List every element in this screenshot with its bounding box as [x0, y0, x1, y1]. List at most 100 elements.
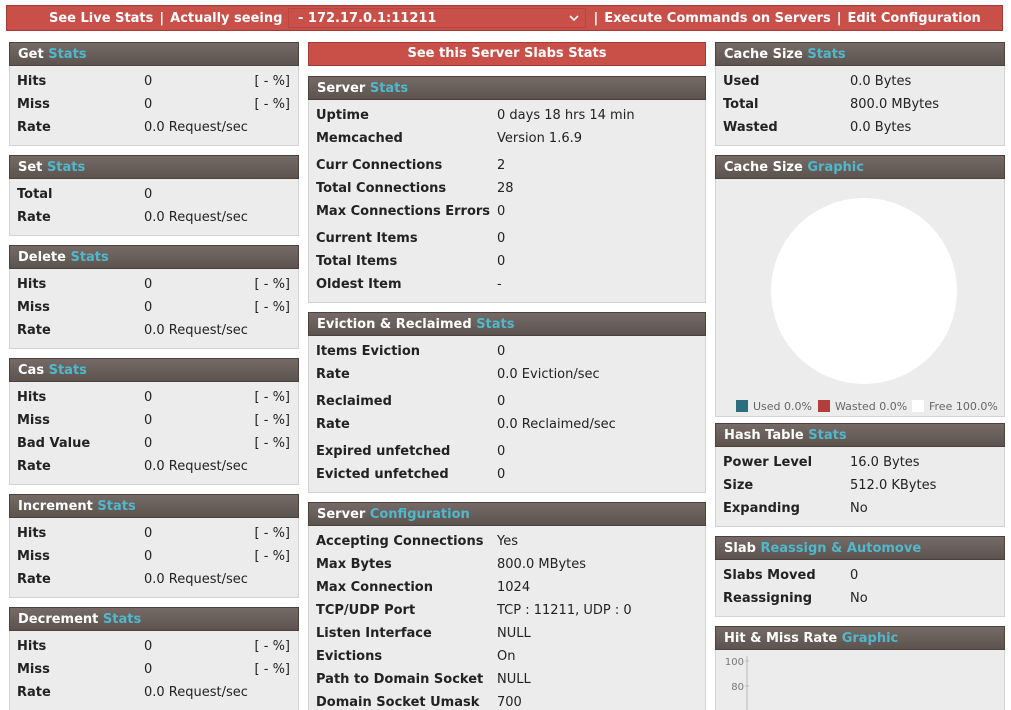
stat-label: Total Items — [316, 254, 398, 269]
stat-value: 0 — [497, 344, 506, 359]
stat-row: Evicted unfetched 0 — [309, 463, 705, 486]
stat-label: Accepting Connections — [316, 534, 484, 549]
panel-header: Server Stats — [308, 76, 706, 100]
stat-row: Used 0.0 Bytes — [716, 70, 1004, 93]
stat-row: Size 512.0 KBytes — [716, 474, 1004, 497]
separator: | — [836, 10, 842, 26]
panel-header: Eviction & Reclaimed Stats — [308, 312, 706, 336]
stat-row: Max Bytes 800.0 MBytes — [309, 553, 705, 576]
stat-value: No — [850, 501, 868, 516]
panel-header: Decrement Stats — [9, 607, 299, 631]
stat-label: Items Eviction — [316, 344, 421, 359]
stat-row: Accepting Connections Yes — [309, 530, 705, 553]
stat-row: Total Connections 28 — [309, 177, 705, 200]
panel-header: Hit & Miss Rate Graphic — [715, 626, 1005, 650]
left-column: Get Stats Hits 0[ - %] Miss 0[ - %] Rate 0.0 R… — [9, 42, 299, 710]
stat-value: 0 — [497, 394, 506, 409]
panel: Set Stats Total 0 Rate 0.0 Request/sec — [9, 155, 299, 236]
stat-value: NULL — [497, 672, 531, 687]
panel-body: Used 0.0 Bytes Total 800.0 MBytes Wasted 0.0 … — [715, 66, 1005, 146]
stat-label: Expired unfetched — [316, 444, 451, 459]
stat-value: 16.0 Bytes — [850, 455, 920, 470]
panel-title: Get — [18, 47, 44, 62]
stat-row: Miss 0 [ - %] — [10, 545, 298, 568]
stat-percent: [ - %] — [254, 436, 290, 451]
server-select[interactable]: - 172.17.0.1:11211 — [288, 8, 587, 28]
stat-label: Miss — [17, 662, 50, 677]
chevron — [569, 15, 580, 22]
stat-row: Hits 0 [ - %] — [10, 273, 298, 296]
stat-label: Rate — [17, 323, 51, 338]
stat-label: Hits — [17, 390, 47, 405]
stat-label: Rate — [17, 685, 51, 700]
stat-value: 0 — [144, 549, 153, 564]
stat-row: Wasted 0.0 Bytes — [716, 116, 1004, 139]
stat-value: 1024 — [497, 580, 531, 595]
stat-value: 0 — [144, 526, 153, 541]
stat-label: Used — [723, 74, 760, 89]
panel-title-accent: Stats — [48, 363, 87, 378]
stat-label: Evictions — [316, 649, 383, 664]
panel-title-accent: Graphic — [807, 160, 864, 175]
legend-label: Wasted 0.0% — [835, 400, 907, 413]
panel-title-accent: Stats — [70, 250, 109, 265]
label: Actually seeing — [170, 10, 283, 26]
stat-value: 0 — [144, 97, 153, 112]
stat-row: Items Eviction 0 — [309, 340, 705, 363]
panel-body: Hits 0 [ - %] Miss 0 [ - %] Bad Value 0 [ - %] Ra… — [9, 382, 299, 485]
panel: Decrement Stats Hits 0 [ - %] Miss 0 [ - %] Rat… — [9, 607, 299, 710]
stat-label: Wasted — [723, 120, 778, 135]
stat-label: Hits — [17, 277, 47, 292]
legend-label: Used 0.0% — [753, 400, 812, 413]
stat-value: 0 — [144, 639, 153, 654]
stat-row: Hits 0 [ - %] — [10, 70, 298, 93]
panel-title-accent: Stats — [102, 612, 142, 627]
panel: Increment Stats Hits 0 [ - %] Miss 0 [ - %] Rat… — [9, 494, 299, 598]
stat-row: Curr Connections 2 — [309, 154, 705, 177]
stat-label: Power Level — [723, 455, 813, 470]
panel-body: Hits 0 [ - %] Miss 0 [ - %] Rate 0.0 Request/se… — [9, 66, 299, 146]
stat-row: Total 0 — [10, 183, 298, 206]
stat-value: 0 — [144, 300, 153, 315]
stat-label: Uptime — [316, 108, 369, 123]
stat-label: Size — [723, 478, 754, 493]
slabs-button[interactable]: See this Server Slabs Stats — [308, 42, 706, 66]
stat-row: Expired unfetched 0 — [309, 440, 705, 463]
stat-label: Rate — [17, 572, 51, 587]
panel: Cas Stats Hits 0[ - %] Miss 0[ - %] Bad Value… — [9, 358, 299, 485]
panel-title: Hit & Miss Rate — [724, 631, 838, 646]
stat-value: 0 — [144, 436, 153, 451]
stat-value: 0.0 Request/sec — [144, 685, 248, 700]
panel-title: Server — [317, 81, 366, 96]
panel-title-accent: Stats — [807, 47, 846, 62]
stat-row: Slabs Moved 0 — [716, 564, 1004, 587]
stat-label: Miss — [17, 413, 50, 428]
pie-slice — [771, 198, 957, 384]
stat-value: TCP : 11211, UDP : 0 — [497, 603, 632, 618]
stat-label: Rate — [17, 210, 51, 225]
stat-value: No — [850, 591, 868, 606]
stat-value: 0 — [144, 390, 153, 405]
live-stats-link[interactable]: See Live Stats — [49, 10, 154, 26]
stat-row: Path to Domain Socket NULL — [309, 668, 705, 691]
panel-header: Set Stats — [9, 155, 299, 179]
panel-body: Power Level 16.0 Bytes Size 512.0 KBytes Exp… — [715, 447, 1005, 527]
execute-link[interactable]: Execute Commands on Servers — [604, 10, 831, 26]
y-tick-label: 80 — [731, 682, 744, 693]
stat-percent: [ - %] — [254, 390, 290, 405]
stat-value: NULL — [497, 626, 531, 641]
edit-link[interactable]: Edit Configuration — [847, 10, 981, 26]
stat-label: Domain Socket Umask — [316, 695, 480, 710]
stat-row: Power Level 16.0 Bytes — [716, 451, 1004, 474]
panel-title-accent: Stats — [97, 499, 136, 514]
stat-row: Current Items 0 — [309, 227, 705, 250]
stat-percent: [ - %] — [254, 639, 290, 654]
panel-header: Delete Stats — [9, 245, 299, 269]
stat-label: Miss — [17, 549, 50, 564]
stat-value: 0 — [497, 444, 506, 459]
stat-value: 0.0 Request/sec — [144, 323, 248, 338]
stat-value: 800.0 MBytes — [497, 557, 587, 572]
stat-label: Hits — [17, 639, 47, 654]
panel-title-accent: Stats — [369, 81, 409, 96]
stat-label: Expanding — [723, 501, 800, 516]
